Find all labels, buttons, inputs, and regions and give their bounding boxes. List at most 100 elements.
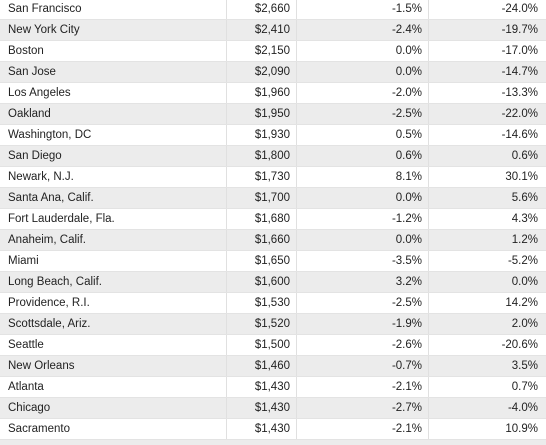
column-divider (296, 293, 297, 313)
column-divider (296, 230, 297, 250)
column-divider (296, 146, 297, 166)
city: Scottsdale, Ariz. (8, 318, 91, 330)
column-divider (428, 0, 429, 19)
column-divider (226, 314, 227, 334)
column-divider (226, 419, 227, 439)
city: Santa Ana, Calif. (8, 192, 94, 204)
city: New York City (8, 24, 80, 36)
column-divider (226, 83, 227, 103)
rent: $1,460 (254, 360, 290, 372)
monthly-change: 0.0% (395, 192, 422, 204)
city: Anaheim, Calif. (8, 234, 86, 246)
table-row: Santa Ana, Calif. $1,700 0.0% 5.6% (0, 188, 546, 209)
yearly-change: -4.0% (507, 402, 538, 414)
column-divider (428, 419, 429, 439)
rent: $2,150 (254, 45, 290, 57)
table-row: Miami $1,650 -3.5% -5.2% (0, 251, 546, 272)
yearly-change: 14.2% (505, 297, 538, 309)
table-row: New Orleans $1,460 -0.7% 3.5% (0, 356, 546, 377)
table-row: Atlanta $1,430 -2.1% 0.7% (0, 377, 546, 398)
rent: $1,680 (254, 213, 290, 225)
column-divider (428, 293, 429, 313)
table-row: Sacramento $1,430 -2.1% 10.9% (0, 419, 546, 440)
rent: $1,960 (254, 87, 290, 99)
column-divider (226, 188, 227, 208)
monthly-change: 0.5% (395, 129, 422, 141)
column-divider (296, 83, 297, 103)
rent: $1,660 (254, 234, 290, 246)
column-divider (296, 419, 297, 439)
yearly-change: 3.5% (511, 360, 538, 372)
column-divider (428, 251, 429, 271)
column-divider (296, 209, 297, 229)
monthly-change: -1.9% (391, 318, 422, 330)
yearly-change: -14.6% (501, 129, 538, 141)
column-divider (428, 272, 429, 292)
yearly-change: -19.7% (501, 24, 538, 36)
column-divider (296, 41, 297, 61)
column-divider (296, 0, 297, 19)
table-row: Scottsdale, Ariz. $1,520 -1.9% 2.0% (0, 314, 546, 335)
monthly-change: -1.2% (391, 213, 422, 225)
city: Boston (8, 45, 44, 57)
table-row: New York City $2,410 -2.4% -19.7% (0, 20, 546, 41)
yearly-change: 30.1% (505, 171, 538, 183)
yearly-change: 2.0% (511, 318, 538, 330)
monthly-change: -0.7% (391, 360, 422, 372)
yearly-change: -5.2% (507, 255, 538, 267)
table-row: Anaheim, Calif. $1,660 0.0% 1.2% (0, 230, 546, 251)
column-divider (428, 167, 429, 187)
city: Miami (8, 255, 39, 267)
column-divider (428, 209, 429, 229)
table-row: Washington, DC $1,930 0.5% -14.6% (0, 125, 546, 146)
rent: $2,660 (254, 3, 290, 15)
city: Sacramento (8, 423, 71, 435)
monthly-change: 0.0% (395, 234, 422, 246)
column-divider (428, 62, 429, 82)
rent: $1,430 (254, 381, 290, 393)
column-divider (296, 335, 297, 355)
monthly-change: -3.5% (391, 255, 422, 267)
table-row: Boston $2,150 0.0% -17.0% (0, 41, 546, 62)
table-row: Los Angeles $1,960 -2.0% -13.3% (0, 83, 546, 104)
column-divider (296, 167, 297, 187)
yearly-change: 5.6% (511, 192, 538, 204)
column-divider (226, 41, 227, 61)
column-divider (428, 377, 429, 397)
column-divider (296, 272, 297, 292)
row-partial (0, 440, 546, 445)
rent: $1,730 (254, 171, 290, 183)
yearly-change: 0.7% (511, 381, 538, 393)
column-divider (226, 251, 227, 271)
monthly-change: 0.0% (395, 45, 422, 57)
monthly-change: -2.0% (391, 87, 422, 99)
column-divider (226, 230, 227, 250)
column-divider (296, 356, 297, 376)
rent: $2,090 (254, 66, 290, 78)
rent: $1,530 (254, 297, 290, 309)
monthly-change: -2.6% (391, 339, 422, 351)
rent: $1,430 (254, 402, 290, 414)
column-divider (296, 251, 297, 271)
rent: $1,520 (254, 318, 290, 330)
table-row: Oakland $1,950 -2.5% -22.0% (0, 104, 546, 125)
column-divider (296, 62, 297, 82)
column-divider (296, 104, 297, 124)
column-divider (226, 125, 227, 145)
column-divider (428, 230, 429, 250)
rent: $1,930 (254, 129, 290, 141)
column-divider (428, 188, 429, 208)
column-divider (428, 104, 429, 124)
table-row: Fort Lauderdale, Fla. $1,680 -1.2% 4.3% (0, 209, 546, 230)
table-row: Newark, N.J. $1,730 8.1% 30.1% (0, 167, 546, 188)
rent: $1,950 (254, 108, 290, 120)
city: Fort Lauderdale, Fla. (8, 213, 115, 225)
city: San Jose (8, 66, 56, 78)
column-divider (428, 146, 429, 166)
monthly-change: 0.6% (395, 150, 422, 162)
column-divider (226, 293, 227, 313)
column-divider (428, 83, 429, 103)
yearly-change: -22.0% (501, 108, 538, 120)
column-divider (226, 20, 227, 40)
